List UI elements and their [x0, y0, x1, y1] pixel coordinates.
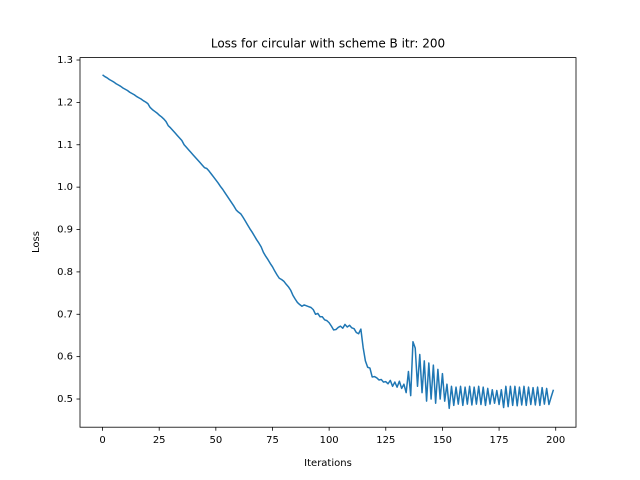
y-axis-label: Loss: [31, 231, 42, 253]
y-tick-label: 1.0: [57, 182, 73, 193]
x-tick-label: 50: [209, 435, 222, 446]
loss-line: [102, 74, 555, 410]
x-tick-label: 0: [99, 435, 105, 446]
y-tick-label: 1.1: [57, 140, 73, 151]
x-tick-label: 200: [546, 435, 565, 446]
axes-frame: [79, 57, 577, 428]
x-tick-label: 125: [376, 435, 395, 446]
x-axis-label: Iterations: [304, 458, 352, 469]
y-tick-label: 0.8: [57, 267, 73, 278]
y-tick-label: 0.9: [57, 225, 73, 236]
x-tick-label: 175: [490, 435, 509, 446]
y-tick-label: 0.7: [57, 309, 73, 320]
y-tick-label: 0.5: [57, 394, 73, 405]
x-tick-label: 100: [320, 435, 339, 446]
y-tick-label: 1.3: [57, 55, 73, 66]
x-tick-label: 25: [153, 435, 166, 446]
x-tick-label: 75: [266, 435, 279, 446]
x-tick-label: 150: [433, 435, 452, 446]
y-tick-label: 1.2: [57, 97, 73, 108]
chart-title: Loss for circular with scheme B itr: 200: [211, 37, 445, 51]
y-tick-label: 0.6: [57, 352, 73, 363]
